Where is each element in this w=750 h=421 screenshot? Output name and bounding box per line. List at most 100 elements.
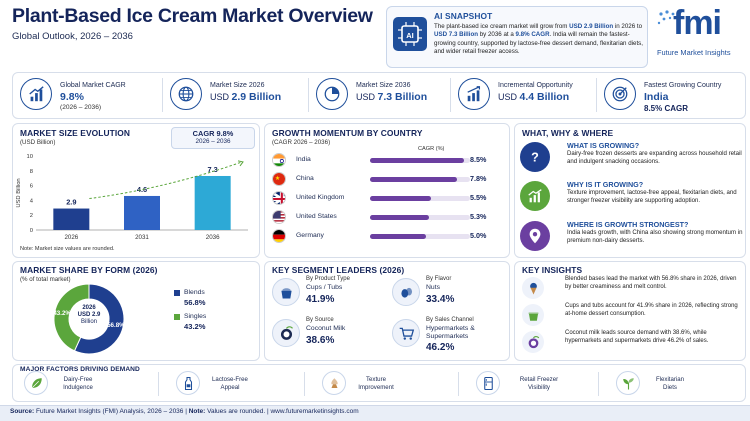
kpi-value: India [644,91,669,103]
ice-cream-cone-icon [522,277,544,299]
x-tick-label: 2031 [135,234,149,241]
www-question: WHY IS IT GROWING? [567,180,644,189]
footer-bar [0,405,750,421]
legend-name: Singles [184,313,207,320]
cagr-trend-line [89,161,243,200]
donut-slice-label: 43.2% [53,310,71,317]
kpi-value-number: 7.3 Billion [377,91,428,103]
kpi-value-prefix: USD [210,92,232,102]
trend-up-icon [520,181,550,211]
market-share-donut-chart: 56.8% 43.2% [53,283,125,355]
flag-icon: ★ [272,172,286,186]
milk-bottle-icon [176,371,200,395]
target-icon [604,78,636,110]
footer-text: Source: Future Market Insights (FMI) Ana… [10,408,359,415]
bar-value-label: 7.3 [208,165,218,174]
y-tick-label: 8 [30,169,33,175]
snapshot-text-1: The plant-based ice cream market will gr… [434,23,570,30]
momentum-col-header: CAGR (%) [418,146,445,152]
kpi-note: (2026 – 2036) [60,104,102,111]
globe-icon [170,78,202,110]
cagr-bar [370,158,465,163]
kpi-label: Incremental Opportunity [498,82,573,89]
factor-label-line1: Dairy-Free [63,376,93,383]
factor-label: Lactose-Free Appeal [204,376,256,391]
donut-slice [73,283,125,355]
bar-value-label: 4.6 [137,185,147,194]
factors-title: MAJOR FACTORS DRIVING DEMAND [20,366,140,373]
legend-value: 43.2% [184,322,206,331]
snapshot-label: AI SNAPSHOT [434,11,493,21]
growth-chart-icon [20,78,52,110]
factor-label-line2: Improvement [358,383,394,391]
y-tick-label: 4 [30,198,34,204]
kpi-divider [450,78,451,112]
factor-divider [158,372,159,396]
svg-text:?: ? [531,151,539,165]
www-answer: Texture improvement, lactose-free appeal… [567,189,737,204]
y-tick-label: 0 [30,228,33,234]
kpi-value-prefix: USD [356,92,378,102]
segment-name: Coconut Milk [306,325,346,332]
kpi-label: Market Size 2026 [210,82,265,89]
cagr-bar [370,177,457,182]
www-answer: Dairy-free frozen desserts are expanding… [567,150,742,165]
cagr-value: 5.5% [470,193,487,202]
ai-snapshot-card: AI AI SNAPSHOT The plant-based ice cream… [386,6,648,68]
market-share-card [12,261,260,361]
flag-icon [272,153,286,167]
www-question: WHAT IS GROWING? [567,141,640,150]
legend-name: Blends [184,289,205,296]
footer-note-label: Note: [188,408,206,415]
ai-chip-icon: AI [393,17,427,51]
cagr-label: CAGR 9.8% [192,129,234,138]
x-tick-label: 2026 [64,234,78,241]
segment-value: 38.6% [306,335,335,346]
www-question: WHERE IS GROWTH STRONGEST? [567,220,689,229]
factor-label: Texture Improvement [350,376,402,391]
factor-label: Dairy-Free Indulgence [52,376,104,391]
leaders-title: KEY SEGMENT LEADERS (2026) [272,265,405,275]
factor-label-line2: Indulgence [63,383,93,391]
coconut-icon [272,319,300,347]
snapshot-value-2036: USD 7.3 Billion [434,31,479,39]
donut-center: 2026 USD 2.9 Billion [69,305,109,327]
plant-icon [616,371,640,395]
factor-divider [598,372,599,396]
bar [194,175,231,230]
shopping-cart-icon [392,319,420,347]
country-name: United Kingdom [296,194,345,201]
key-insights-card [514,261,746,361]
legend-swatch [174,290,180,296]
cagr-value: 5.0% [470,231,487,240]
country-name: Germany [296,232,324,239]
momentum-title: GROWTH MOMENTUM BY COUNTRY [272,128,423,138]
fmi-logo: fmi Future Market Insights [655,4,745,63]
segment-name: Nuts [426,284,440,291]
country-name: China [296,175,314,182]
cagr-bar [370,215,429,220]
kpi-value-number: 2.9 Billion [231,91,282,103]
segment-category: By Sales Channel [426,317,474,323]
what-why-where-card [514,123,746,258]
www-title: WHAT, WHY & WHERE [522,128,614,138]
logo-name: Future Market Insights [657,48,731,57]
donut-center-unit: Billion [80,319,97,326]
page-title: Plant-Based Ice Cream Market Overview [12,5,373,27]
flag-icon [272,191,286,205]
nuts-icon [392,278,420,306]
snapshot-value-2026: USD 2.9 Billion [569,23,614,30]
country-name: United States [296,213,337,220]
factor-label-line1: Flexitarian [655,376,685,383]
donut-center-value: USD 2.9 [77,312,101,319]
freezer-icon [476,371,500,395]
kpi-value-number: 9.8% [60,91,84,103]
kpi-value: USD 4.4 Billion [498,91,569,103]
snapshot-text: The plant-based ice cream market will gr… [434,23,646,56]
snapshot-text-4: . India will remain the fastest-growing … [434,31,643,55]
legend-value: 56.8% [184,298,206,307]
kpi-value: USD 2.9 Billion [210,91,281,103]
leaf-icon [24,371,48,395]
insight-text: Cups and tubs account for 41.9% share in… [565,303,738,317]
insights-title: KEY INSIGHTS [522,265,583,275]
